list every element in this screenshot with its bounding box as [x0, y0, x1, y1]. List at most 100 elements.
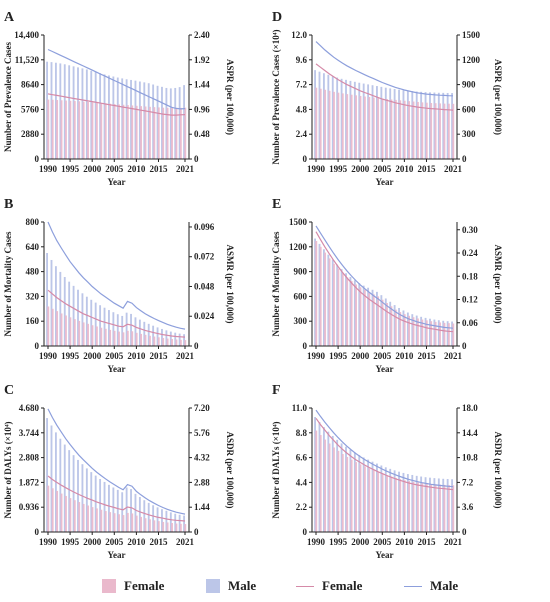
bar-male [398, 307, 400, 346]
bar-female [319, 435, 322, 532]
bar-female [56, 311, 59, 346]
bar-female [69, 498, 72, 532]
x-tick-label: 2005 [105, 537, 124, 547]
bar-male [108, 484, 110, 532]
y-tick-label: 0 [35, 154, 40, 164]
bar-male [353, 81, 356, 159]
legend-item-male-bar: Male [206, 576, 256, 596]
panel-letter: F [272, 383, 281, 398]
bar-male [442, 478, 445, 532]
bar-male [116, 489, 119, 532]
x-tick-label: 2015 [417, 164, 436, 174]
bar-female [47, 306, 50, 346]
bar-female [135, 332, 138, 346]
bar-female [131, 331, 134, 346]
bar-female [91, 102, 94, 159]
bar-male [429, 92, 431, 159]
y-tick-label: 1200 [289, 242, 308, 252]
bar-female [381, 473, 384, 532]
bar-male [54, 266, 57, 346]
y2-tick-label: 0.024 [194, 311, 215, 321]
bar-male [451, 321, 453, 346]
bar-female [421, 102, 424, 159]
bar-male [406, 474, 409, 532]
y-tick-label: 4.4 [296, 477, 308, 487]
y2-tick-label: 0.96 [194, 104, 210, 114]
y-tick-label: 320 [26, 291, 40, 301]
y2-tick-label: 900 [462, 80, 476, 90]
legend-label: Female [322, 578, 363, 593]
bar-male [433, 478, 436, 532]
x-tick-label: 2005 [105, 164, 124, 174]
bar-male [130, 313, 132, 346]
bar-male [327, 74, 330, 159]
bar-female [452, 323, 455, 346]
bar-male [116, 314, 119, 346]
bar-male [402, 472, 405, 532]
bar-male [331, 435, 334, 532]
bar-female [175, 523, 178, 532]
y2-tick-label: 300 [462, 129, 476, 139]
panel-e: E 0 300 600 900 1200 1500 0 0.06 0.12 0.18 0.24 0.30… [271, 197, 503, 374]
y2-axis-title: ASPR (per 100,000) [493, 59, 503, 135]
y2-axis-title: ASDR (per 100,000) [493, 431, 503, 508]
bar-female [65, 495, 67, 532]
bar-male [406, 90, 409, 159]
bar-female [346, 277, 349, 346]
bar-female [51, 308, 54, 346]
bar-male [147, 83, 150, 159]
bar-male [152, 505, 155, 532]
y-tick-label: 1.872 [19, 477, 40, 487]
x-tick-label: 2021 [444, 351, 463, 361]
bar-female [184, 107, 187, 159]
bar-female [104, 328, 107, 346]
bar-female [359, 464, 362, 532]
bar-male [367, 84, 370, 159]
bar-female [368, 97, 371, 159]
bar-male [174, 332, 177, 346]
y2-tick-label: 1500 [462, 30, 481, 40]
bar-female [113, 513, 116, 532]
bar-female [95, 326, 98, 346]
bar-female [126, 330, 129, 346]
bar-male [94, 302, 97, 346]
bar-male [99, 73, 102, 159]
bar-male [94, 72, 97, 159]
y-tick-label: 300 [294, 316, 308, 326]
bar-male [161, 328, 163, 346]
bar-male [384, 87, 387, 159]
y-tick-label: 9.6 [296, 55, 308, 65]
bar-male [121, 492, 124, 532]
bar-male [376, 86, 378, 159]
bar-male [349, 449, 352, 532]
x-tick-label: 2015 [149, 537, 168, 547]
bar-male [169, 88, 172, 159]
bar-female [166, 338, 169, 346]
bar-female [179, 107, 182, 159]
y-axis-title: Number of DALYs (×10⁴) [271, 421, 281, 518]
bar-male [424, 477, 427, 532]
x-axis-title: Year [376, 177, 394, 187]
bar-female [333, 91, 335, 159]
bar-female [73, 319, 76, 346]
bar-male [90, 299, 93, 346]
bar-male [161, 509, 163, 532]
bar-male [77, 459, 79, 532]
y2-tick-label: 14.4 [462, 428, 478, 438]
x-tick-label: 2000 [83, 537, 102, 547]
x-tick-label: 1990 [307, 351, 326, 361]
x-tick-label: 1995 [61, 164, 80, 174]
panel-b: B 0 160 320 480 640 800 0 0.024 0.048 0.072 0.096 19… [3, 197, 235, 374]
bar-female [315, 430, 318, 532]
bar-female [319, 88, 322, 159]
bar-male [99, 479, 102, 532]
line-male [315, 41, 454, 97]
bar-male [81, 293, 84, 346]
bar-male [134, 493, 137, 532]
y2-tick-label: 10.8 [462, 453, 478, 463]
bar-female [421, 483, 424, 532]
bar-female [100, 509, 103, 532]
bar-male [169, 331, 172, 346]
bar-male [169, 512, 172, 532]
